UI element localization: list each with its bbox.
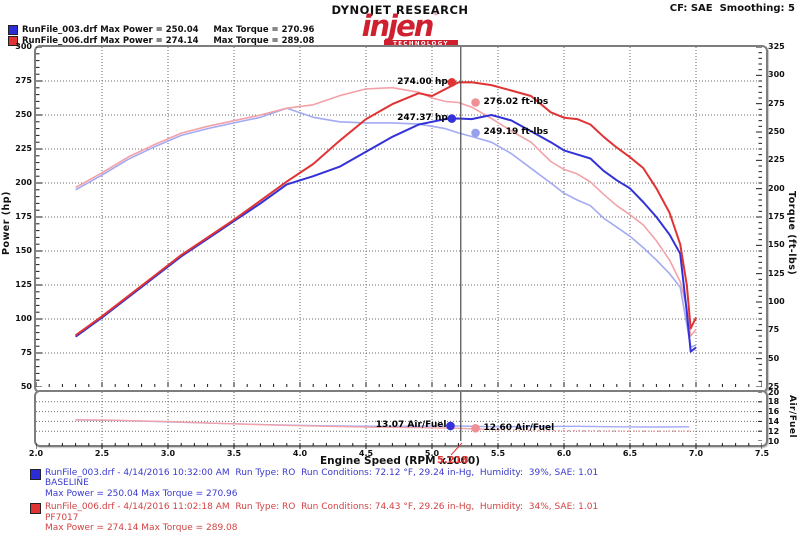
run-info-line: RunFile_003.drf - 4/14/2016 10:32:00 AM … xyxy=(45,468,599,478)
power-tick-label: 225 xyxy=(15,144,32,153)
run-details-legend: RunFile_003.drf - 4/14/2016 10:32:00 AM … xyxy=(30,468,598,534)
torque-tick-label: 300 xyxy=(768,70,785,80)
x-tick-label: 3.0 xyxy=(160,449,176,458)
torque-tick-label: 125 xyxy=(768,268,785,278)
af-tick-label: 14 xyxy=(768,416,780,426)
torque-pf7017-curve xyxy=(75,86,697,337)
x-tick-label: 5.5 xyxy=(490,449,506,458)
air-fuel-chart-panel: 13.07 Air/Fuel 12.60 Air/Fuel xyxy=(34,390,768,447)
torque-tick-label: 275 xyxy=(768,98,785,108)
main-chart-canvas xyxy=(36,47,762,387)
power-tick-label: 75 xyxy=(20,348,32,357)
run-info-line: RunFile_006.drf - 4/14/2016 11:02:18 AM … xyxy=(45,502,599,513)
top-run-legend: RunFile_003.drf Max Power = 250.04 Max T… xyxy=(8,25,314,47)
torque-tick-label: 225 xyxy=(768,155,785,165)
marker-dot-af-cursor-baseline xyxy=(446,421,455,431)
af-tick-label: 10 xyxy=(768,436,780,446)
run-name: PF7017 xyxy=(45,512,79,523)
torque-tick-label: 25 xyxy=(768,382,780,391)
af-tick-label: 18 xyxy=(768,397,780,407)
run-swatch-baseline xyxy=(8,25,18,35)
brand-title: DYNOJET RESEARCH xyxy=(331,3,469,17)
legend-row-baseline: RunFile_003.drf Max Power = 250.04 Max T… xyxy=(8,25,314,35)
x-tick-label: 6.0 xyxy=(556,449,572,458)
power-tick-label: 175 xyxy=(15,212,32,221)
power-tick-label: 250 xyxy=(15,110,32,119)
power-tick-label: 150 xyxy=(15,246,32,255)
run-swatch-pf7017 xyxy=(8,36,18,46)
torque-tick-label: 175 xyxy=(768,212,785,221)
legend-text-baseline: RunFile_003.drf Max Power = 250.04 Max T… xyxy=(22,25,315,35)
main-chart-panel: 274.00 hp 276.02 ft-lbs 247.37 hp 249.19 ft… xyxy=(34,45,768,393)
run-entry-pf7017: RunFile_006.drf - 4/14/2016 11:02:18 AM … xyxy=(30,502,598,533)
torque-tick-label: 250 xyxy=(768,127,785,136)
x-tick-label: 6.5 xyxy=(622,449,638,458)
run-entry-baseline: RunFile_003.drf - 4/14/2016 10:32:00 AM … xyxy=(30,468,598,499)
power-baseline-curve xyxy=(75,114,697,353)
power-tick-label: 50 xyxy=(20,382,32,391)
power-tick-label: 100 xyxy=(15,314,32,323)
x-axis-title: Engine Speed (RPM x1000) xyxy=(320,455,480,467)
injen-logo: injen™ TECHNOLOGY xyxy=(0,12,800,49)
torque-tick-label: 75 xyxy=(768,325,780,335)
af-tick-label: 16 xyxy=(768,407,780,417)
x-tick-label: 4.5 xyxy=(358,449,374,458)
run-max-values: Max Power = 250.04 Max Torque = 270.96 xyxy=(45,488,238,499)
marker-dot-power-cursor-pf7017 xyxy=(447,78,457,87)
injen-logo-word: injen xyxy=(361,9,435,43)
legend-row-pf7017: RunFile_006.drf Max Power = 274.14 Max T… xyxy=(8,36,314,46)
marker-dot-af-cursor-pf7017 xyxy=(471,423,480,433)
marker-dot-torque-cursor-pf7017 xyxy=(471,98,480,107)
torque-tick-label: 325 xyxy=(768,42,785,51)
torque-tick-label: 200 xyxy=(768,183,785,193)
x-tick-label: 7.0 xyxy=(688,449,704,458)
run-swatch-pf7017-footer xyxy=(30,503,41,515)
power-tick-label: 300 xyxy=(15,42,32,51)
torque-tick-label: 50 xyxy=(768,353,780,363)
run-max-values: Max Power = 274.14 Max Torque = 289.08 xyxy=(45,523,238,534)
x-tick-label: 5.0 xyxy=(424,449,440,458)
af-tick-label: 12 xyxy=(768,426,780,436)
torque-baseline-curve xyxy=(75,107,697,349)
legend-text-pf7017: RunFile_006.drf Max Power = 274.14 Max T… xyxy=(22,36,315,46)
x-tick-label: 3.5 xyxy=(226,449,242,458)
torque-tick-label: 100 xyxy=(768,297,785,306)
cursor-rpm-readout: 5.218 xyxy=(437,455,469,466)
power-tick-label: 125 xyxy=(15,280,32,289)
injen-logo-tagline: TECHNOLOGY xyxy=(384,40,458,48)
run-name: BASELINE xyxy=(45,478,89,489)
power-pf7017-curve xyxy=(75,81,697,337)
af-tick-label: 20 xyxy=(768,387,780,397)
air-fuel-axis-title: Air/Fuel xyxy=(787,395,797,439)
air-fuel-chart-canvas xyxy=(36,392,762,441)
x-tick-label: 7.5 xyxy=(754,449,770,458)
marker-dot-power-cursor-baseline xyxy=(447,114,457,123)
torque-axis-title: Torque (ft-lbs) xyxy=(786,190,797,276)
x-tick-label: 2.0 xyxy=(28,449,44,458)
power-tick-label: 275 xyxy=(15,76,32,85)
marker-dot-torque-cursor-baseline xyxy=(471,128,480,138)
af-pf7017-curve xyxy=(75,419,499,431)
trademark-symbol: ™ xyxy=(432,13,439,20)
torque-tick-label: 150 xyxy=(768,240,785,250)
power-tick-label: 200 xyxy=(15,178,32,187)
run-swatch-baseline-footer xyxy=(30,469,41,480)
x-tick-label: 2.5 xyxy=(94,449,110,458)
x-tick-label: 4.0 xyxy=(292,449,308,458)
correction-smoothing-label: CF: SAE Smoothing: 5 xyxy=(669,3,795,14)
cursor-callout-line xyxy=(450,442,463,456)
x-axis-tick-strip xyxy=(36,443,762,449)
